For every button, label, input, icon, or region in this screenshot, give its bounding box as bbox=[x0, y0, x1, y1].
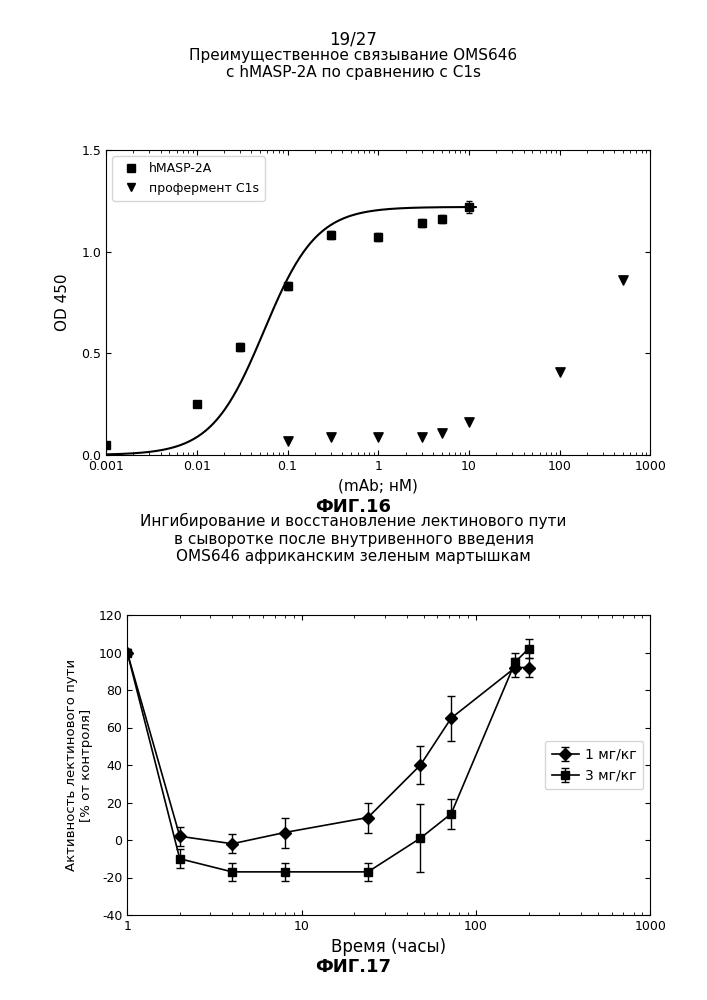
Point bbox=[554, 364, 566, 380]
Point bbox=[325, 429, 337, 445]
Point bbox=[416, 429, 427, 445]
Text: Ингибирование и восстановление лектинового пути
в сыворотке после внутривенного : Ингибирование и восстановление лектиново… bbox=[140, 513, 567, 564]
Text: 19/27: 19/27 bbox=[329, 30, 378, 48]
X-axis label: Время (часы): Время (часы) bbox=[332, 938, 446, 956]
Text: ФИГ.17: ФИГ.17 bbox=[315, 958, 392, 976]
Y-axis label: Активность лектинового пути
[% от контроля]: Активность лектинового пути [% от контро… bbox=[65, 659, 93, 871]
Point bbox=[373, 429, 384, 445]
Y-axis label: OD 450: OD 450 bbox=[55, 274, 70, 331]
Text: Преимущественное связывание OMS646
с hMASP-2A по сравнению с C1s: Преимущественное связывание OMS646 с hMA… bbox=[189, 48, 518, 80]
Point bbox=[436, 425, 448, 441]
Legend: 1 мг/кг, 3 мг/кг: 1 мг/кг, 3 мг/кг bbox=[544, 741, 643, 789]
Point bbox=[617, 272, 629, 288]
Point bbox=[463, 414, 474, 430]
X-axis label: (mAb; нМ): (mAb; нМ) bbox=[339, 478, 418, 493]
Text: ФИГ.16: ФИГ.16 bbox=[315, 498, 392, 516]
Point bbox=[282, 433, 293, 449]
Legend: hMASP-2A, профермент C1s: hMASP-2A, профермент C1s bbox=[112, 156, 265, 201]
